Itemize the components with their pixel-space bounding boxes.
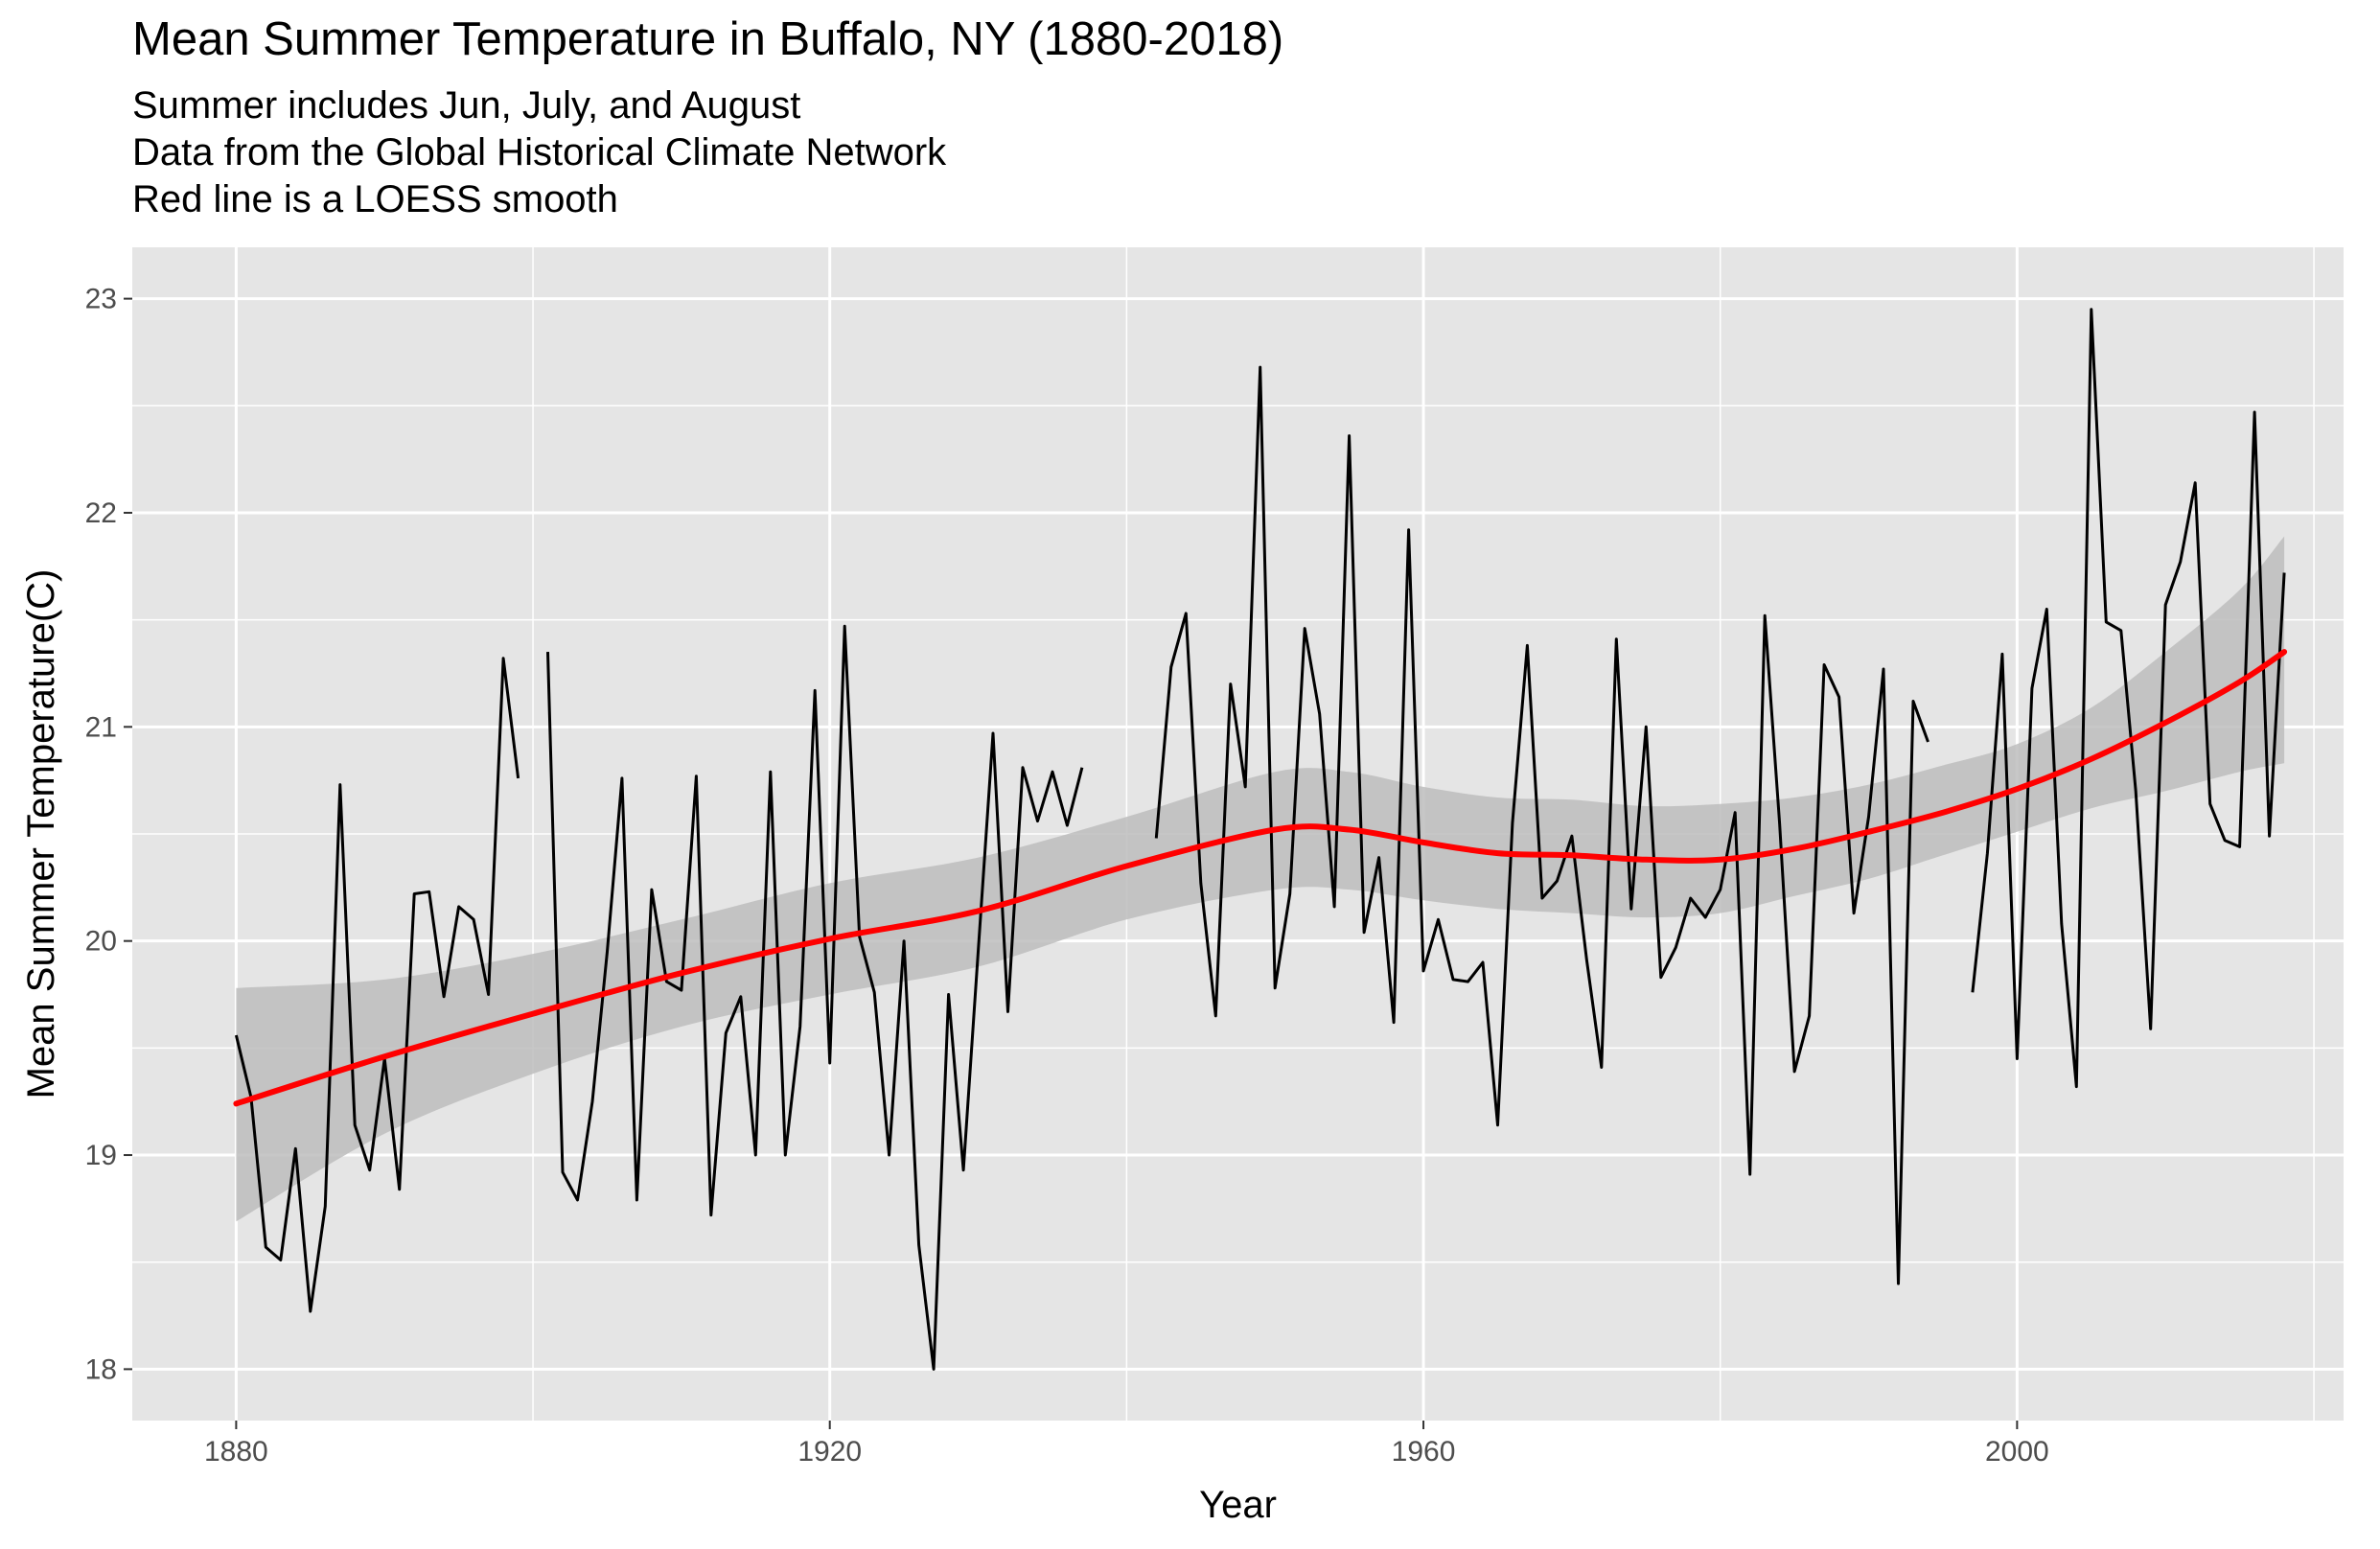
series-line-segment [546,624,1084,1371]
chart-subtitle: Summer includes Jun, July, and August Da… [132,82,946,223]
confidence-band [236,536,2285,1222]
temperature-series [234,308,2286,1371]
subtitle-line-2: Data from the Global Historical Climate … [132,131,947,173]
x-axis-title: Year [1199,1484,1277,1526]
grid-major [132,247,2344,1421]
y-tick-label: 23 [85,284,117,315]
series-line-segment [1154,365,1929,1285]
y-tick-label: 22 [85,497,117,529]
x-tick-label: 1960 [1392,1436,1456,1468]
loess-smooth-line [233,649,2288,1107]
chart-title: Mean Summer Temperature in Buffalo, NY (… [132,13,1284,65]
y-axis: 18 19 20 21 22 23 [85,284,132,1385]
x-axis: 1880 1920 1960 2000 [204,1421,2049,1468]
x-tick-label: 1880 [204,1436,268,1468]
y-tick-label: 20 [85,926,117,958]
x-tick-label: 1920 [797,1436,862,1468]
series-line-segment [234,657,520,1313]
y-tick-label: 21 [85,711,117,743]
subtitle-line-3: Red line is a LOESS smooth [132,178,618,220]
y-axis-title: Mean Summer Temperature(C) [20,569,62,1099]
y-tick-label: 19 [85,1140,117,1171]
x-tick-label: 2000 [1985,1436,2049,1468]
y-tick-label: 18 [85,1353,117,1385]
subtitle-line-1: Summer includes Jun, July, and August [132,84,801,127]
series-line-segment [1971,308,2286,1089]
